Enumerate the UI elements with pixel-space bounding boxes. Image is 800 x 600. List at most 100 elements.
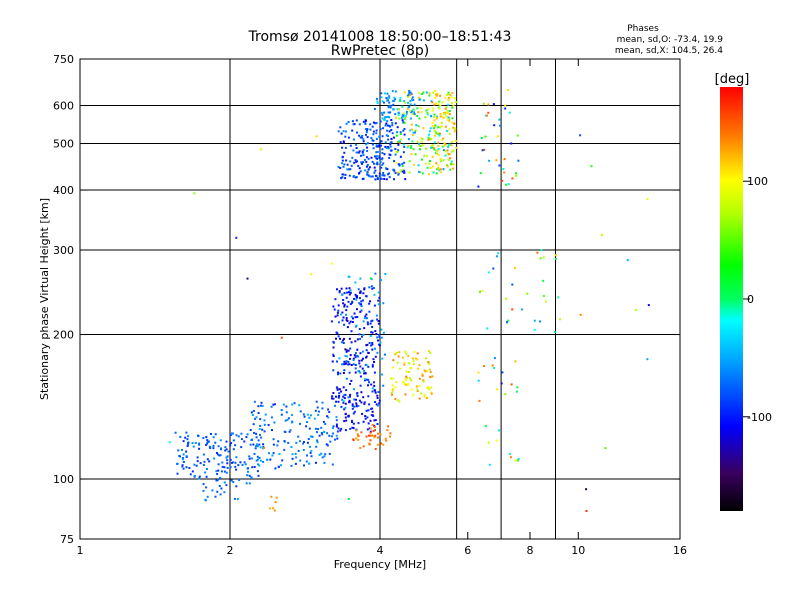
data-point	[418, 98, 421, 101]
data-point	[437, 148, 440, 150]
data-point	[431, 146, 434, 149]
data-point	[366, 343, 369, 346]
data-point	[409, 91, 412, 94]
y-tick-label: 600	[53, 100, 74, 113]
data-point	[441, 139, 444, 141]
data-point	[342, 302, 345, 305]
data-point	[187, 442, 189, 445]
data-point	[440, 121, 443, 124]
data-point	[590, 165, 593, 168]
data-point	[430, 100, 433, 103]
data-point	[493, 357, 496, 360]
data-point	[388, 101, 391, 104]
data-point	[385, 167, 387, 170]
data-point	[376, 178, 379, 181]
data-point	[237, 464, 240, 467]
data-point	[280, 413, 283, 416]
data-point	[371, 410, 374, 413]
data-point	[310, 273, 313, 276]
data-point	[225, 456, 228, 459]
data-point	[439, 126, 442, 129]
data-point	[212, 447, 215, 450]
data-point	[409, 379, 412, 382]
data-point	[365, 344, 368, 347]
data-point	[447, 116, 450, 119]
data-point	[377, 436, 379, 439]
data-point	[451, 121, 454, 124]
data-point	[350, 330, 353, 333]
data-point	[346, 305, 349, 308]
data-point	[332, 432, 334, 435]
data-point	[344, 402, 347, 405]
data-point	[328, 434, 331, 437]
data-point	[384, 273, 387, 275]
data-point	[255, 436, 258, 439]
data-point	[340, 390, 343, 393]
data-point	[377, 322, 380, 325]
data-point	[384, 92, 386, 95]
data-point	[270, 405, 273, 408]
data-point	[406, 146, 409, 149]
data-point	[336, 314, 339, 317]
data-point	[370, 156, 373, 159]
data-point	[445, 115, 448, 118]
data-point	[362, 138, 365, 141]
data-point	[233, 497, 236, 500]
data-point	[393, 96, 396, 99]
data-point	[302, 449, 305, 451]
data-point	[382, 173, 385, 176]
data-point	[392, 103, 395, 106]
data-point	[484, 114, 487, 117]
data-point	[231, 461, 233, 464]
data-point	[359, 310, 362, 313]
data-point	[358, 297, 361, 300]
data-point	[454, 101, 457, 104]
data-point	[348, 401, 351, 404]
data-point	[349, 427, 352, 430]
data-point	[373, 361, 375, 363]
data-point	[446, 165, 449, 168]
data-point	[365, 143, 368, 146]
data-point	[198, 442, 201, 445]
data-point	[392, 359, 395, 362]
data-point	[415, 385, 418, 388]
data-point	[348, 337, 351, 340]
data-point	[428, 133, 431, 136]
data-point	[585, 510, 588, 512]
data-point	[542, 256, 545, 259]
data-point	[368, 342, 371, 344]
data-point	[358, 302, 361, 305]
data-point	[256, 470, 259, 473]
data-point	[415, 124, 418, 127]
data-point	[221, 461, 224, 464]
data-point	[371, 343, 374, 346]
data-point	[378, 296, 381, 299]
data-point	[327, 416, 330, 419]
data-point	[234, 461, 237, 464]
data-point	[376, 404, 379, 407]
data-point	[431, 144, 434, 147]
data-point	[330, 397, 333, 400]
data-point	[315, 445, 318, 448]
data-point	[371, 139, 374, 142]
data-point	[323, 455, 326, 458]
data-point	[384, 124, 387, 127]
data-point	[400, 169, 403, 171]
data-point	[341, 173, 344, 176]
data-point	[181, 465, 184, 468]
data-point	[383, 353, 386, 356]
data-point	[363, 317, 366, 320]
data-point	[403, 133, 406, 136]
data-point	[498, 118, 501, 121]
data-point	[448, 143, 451, 146]
data-point	[216, 490, 219, 493]
data-point	[204, 499, 207, 502]
data-point	[208, 440, 210, 443]
data-point	[363, 327, 366, 330]
data-point	[428, 388, 431, 391]
data-point	[369, 175, 372, 178]
data-point	[372, 415, 375, 417]
data-point	[432, 91, 435, 94]
data-point	[417, 125, 420, 128]
data-point	[214, 433, 217, 436]
